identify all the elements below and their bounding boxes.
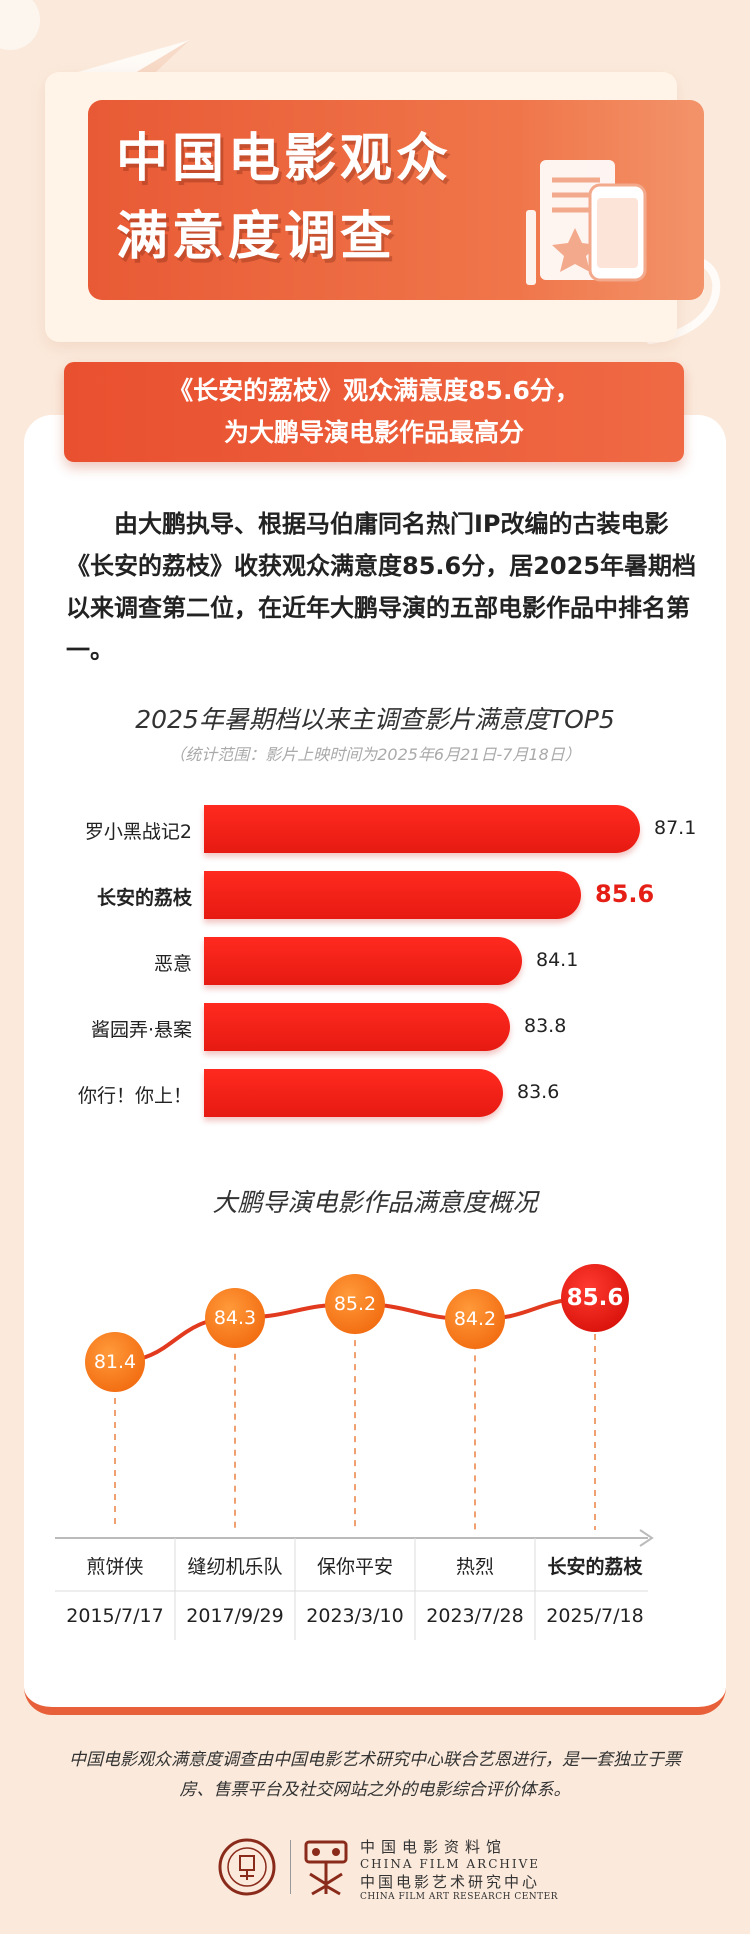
footer-description: 中国电影观众满意度调查由中国电影艺术研究中心联合艺恩进行，是一套独立于票房、售票… [69,1750,681,1800]
org2-name-cn: 中国电影艺术研究中心 [360,1873,541,1891]
headline-line2: 为大鹏导演电影作品最高分 [223,418,524,447]
film-reel-logo [304,1840,348,1896]
logo-divider [290,1840,291,1894]
archive-seal-logo [218,1838,276,1896]
org2-name-en: CHINA FILM ART RESEARCH CENTER [360,1892,558,1902]
page-title-line2: 满意度调查 [116,207,397,267]
page-title-line1: 中国电影观众 [116,129,453,189]
headline-ribbon: 《长安的荔枝》观众满意度85.6分， 为大鹏导演电影作品最高分 [64,362,684,462]
org1-name-cn: 中国电影资料馆 [360,1838,508,1856]
line-chart-title: 大鹏导演电影作品满意度概况 [212,1188,538,1217]
org1-name-en: CHINA FILM ARCHIVE [360,1857,541,1871]
content-card [24,415,726,1715]
bar-chart-subtitle: （统计范围：影片上映时间为2025年6月21日-7月18日） [169,745,581,764]
intro-paragraph: 由大鹏执导、根据马伯庸同名热门IP改编的古装电影《长安的荔枝》收获观众满意度85… [66,510,697,664]
x-axis-arrow [639,1529,654,1547]
headline-line1: 《长安的荔枝》观众满意度85.6分， [168,376,580,405]
survey-phone-icon [526,160,647,285]
bar-chart-title: 2025年暑期档以来主调查影片满意度TOP5 [135,705,615,734]
page-title: 中国电影观众 满意度调查 [116,120,536,276]
logo-text: 中国电影资料馆 CHINA FILM ARCHIVE 中国电影艺术研究中心 CH… [360,1836,600,1902]
